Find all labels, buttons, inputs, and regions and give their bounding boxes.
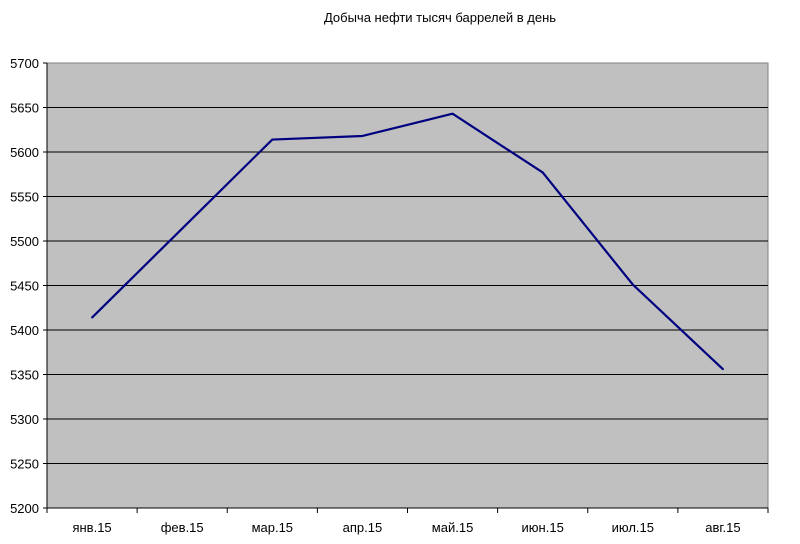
series-line <box>91 112 724 370</box>
data-point <box>451 112 454 115</box>
x-tick-label: июл.15 <box>612 520 654 535</box>
y-tick-label: 5200 <box>10 501 39 516</box>
data-point <box>181 227 184 230</box>
data-point <box>91 316 94 319</box>
y-tick-label: 5400 <box>10 323 39 338</box>
y-tick-label: 5600 <box>10 145 39 160</box>
data-point <box>271 138 274 141</box>
data-point <box>361 134 364 137</box>
y-tick-label: 5450 <box>10 279 39 294</box>
x-tick-label: июн.15 <box>522 520 564 535</box>
y-tick-label: 5350 <box>10 368 39 383</box>
x-tick-label: фев.15 <box>161 520 204 535</box>
y-tick-label: 5650 <box>10 101 39 116</box>
x-tick-label: апр.15 <box>343 520 383 535</box>
x-tick-label: май.15 <box>432 520 474 535</box>
x-tick-label: янв.15 <box>72 520 111 535</box>
x-tick-label: мар.15 <box>252 520 293 535</box>
chart-title: Добыча нефти тысяч баррелей в день <box>324 10 556 25</box>
y-tick-label: 5700 <box>10 56 39 71</box>
x-tick-label: авг.15 <box>705 520 740 535</box>
y-tick-label: 5300 <box>10 412 39 427</box>
y-tick-label: 5550 <box>10 190 39 205</box>
data-point <box>541 171 544 174</box>
data-point <box>721 368 724 371</box>
data-point <box>631 283 634 286</box>
y-tick-label: 5500 <box>10 234 39 249</box>
y-tick-label: 5250 <box>10 457 39 472</box>
